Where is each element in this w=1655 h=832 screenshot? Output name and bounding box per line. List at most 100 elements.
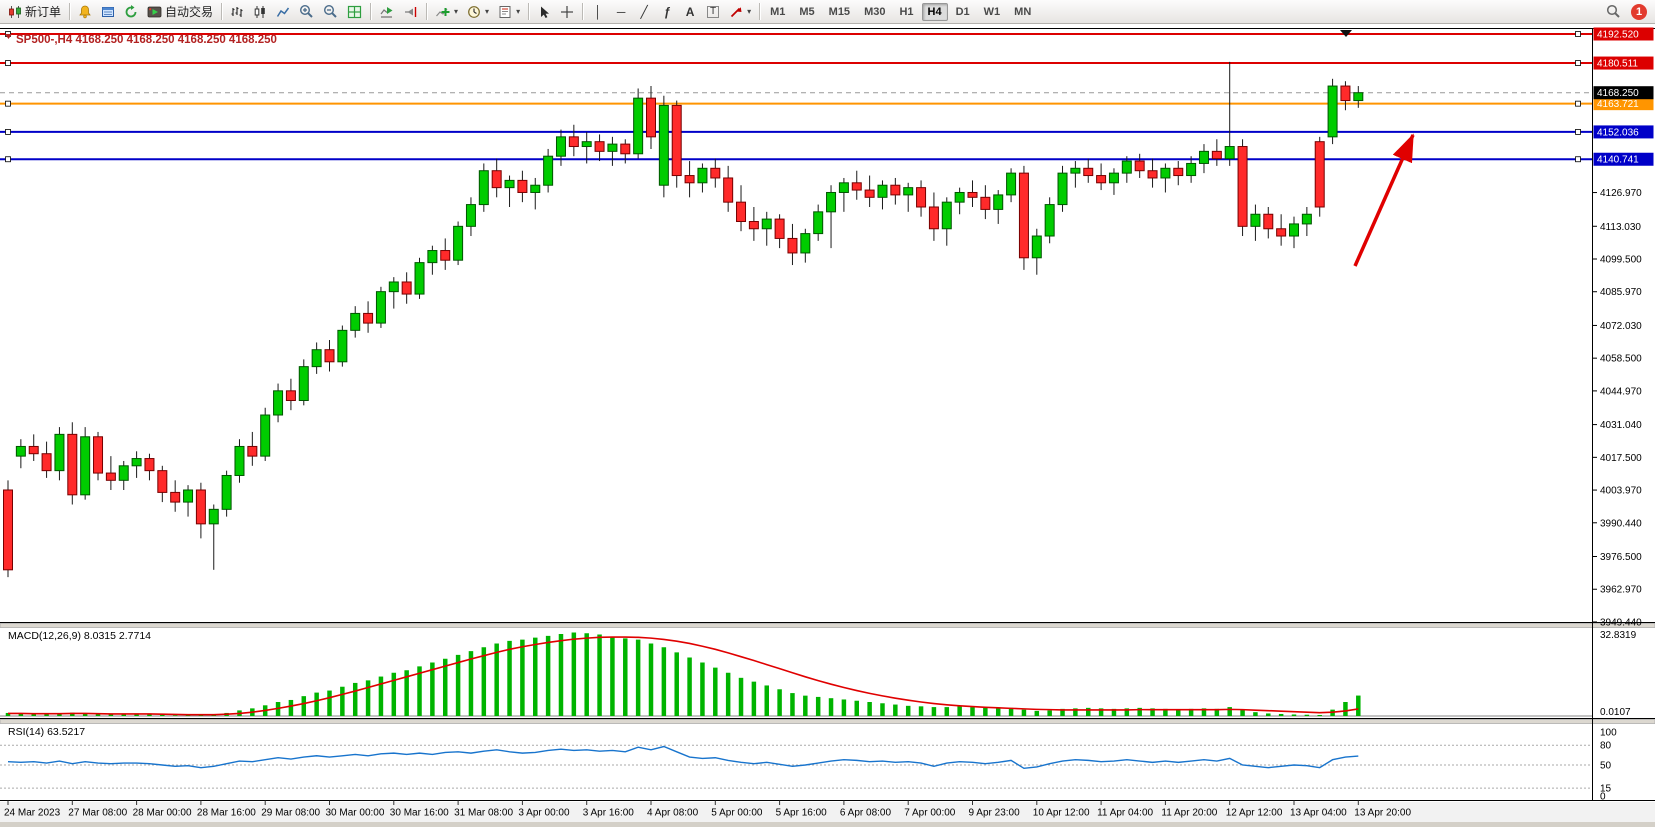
timeframe-group: M1 M5 M15 M30 H1 H4 D1 W1 MN <box>764 2 1037 21</box>
price-tick-label: 4072.030 <box>1600 321 1642 332</box>
hline-price-label: 4180.511 <box>1597 59 1638 70</box>
hline-handle[interactable] <box>1575 31 1581 37</box>
fibonacci-button[interactable]: ƒ <box>656 2 678 22</box>
price-tick-label: 4003.970 <box>1600 486 1642 497</box>
cursor-icon <box>537 5 551 19</box>
candle-body <box>363 312 374 324</box>
timeframe-h1-button[interactable]: H1 <box>893 3 919 21</box>
price-tick-label: 3990.440 <box>1600 518 1642 529</box>
candle-body <box>813 211 824 235</box>
time-axis-bg[interactable] <box>0 802 1655 822</box>
hline-handle[interactable] <box>5 156 11 163</box>
candle-body <box>1134 160 1145 172</box>
text-label-button[interactable]: T <box>702 2 724 22</box>
zoom-out-button[interactable] <box>319 2 342 22</box>
panel-splitter[interactable] <box>0 623 1655 628</box>
chart-shift-icon <box>403 5 418 19</box>
panel-splitter[interactable] <box>0 719 1655 724</box>
timeframe-w1-button[interactable]: W1 <box>978 3 1007 21</box>
market-watch-button[interactable] <box>97 2 119 22</box>
refresh-button[interactable] <box>120 2 142 22</box>
periods-button[interactable]: ▾ <box>463 2 493 22</box>
new-order-label: 新订单 <box>25 5 62 19</box>
hline-price-badge <box>1593 97 1654 111</box>
hline-handle[interactable] <box>5 129 11 135</box>
hline-handle[interactable] <box>5 100 11 107</box>
zoom-in-button[interactable] <box>295 2 318 22</box>
line-chart-type-button[interactable] <box>272 2 294 22</box>
candle-body <box>774 218 785 239</box>
trendline-button[interactable]: ╱ <box>633 2 655 22</box>
hline-handle[interactable] <box>1575 60 1581 66</box>
candle-body <box>131 458 142 467</box>
candlestick-chart-type-button[interactable] <box>249 2 271 22</box>
bar-chart-type-button[interactable] <box>226 2 248 22</box>
separator <box>582 3 584 20</box>
price-scale[interactable]: 4126.970 4113.030 4099.500 4085.970 4072.030… <box>1592 27 1654 629</box>
timeframe-m15-button[interactable]: M15 <box>823 3 856 21</box>
auto-scroll-button[interactable] <box>375 2 398 22</box>
candle-body <box>1340 85 1351 102</box>
candle-body <box>555 136 566 157</box>
separator <box>221 3 223 20</box>
candle-body <box>440 250 451 261</box>
candle-body <box>517 179 528 193</box>
candlestick-chart[interactable]: 4126.970 4113.030 4099.500 4085.970 4072.030… <box>0 25 1655 827</box>
rsi-scale-label: 100 <box>1600 728 1617 739</box>
new-order-button[interactable]: 新订单 <box>4 2 65 22</box>
chart-title: SP500-,H4 4168.250 4168.250 4168.250 416… <box>16 34 277 46</box>
chart-shift-button[interactable] <box>399 2 422 22</box>
candle-body <box>658 104 669 186</box>
trend-arrow-object[interactable] <box>1353 133 1415 267</box>
text-button[interactable]: A <box>679 2 701 22</box>
vertical-line-button[interactable]: │ <box>587 2 609 22</box>
cursor-button[interactable] <box>533 2 555 22</box>
timeframe-h4-button[interactable]: H4 <box>921 2 948 21</box>
candle-body <box>234 445 245 476</box>
candle-body <box>491 170 502 189</box>
timeframe-m1-button[interactable]: M1 <box>764 3 791 21</box>
horizontal-line-button[interactable]: ─ <box>610 2 632 22</box>
time-label: 28 Mar 00:00 <box>133 808 192 819</box>
macd-panel[interactable]: MACD(12,26,9) 8.0315 2.7714 32.8319 0.0107 <box>0 630 1637 718</box>
chevron-down-icon: ▾ <box>485 7 490 16</box>
notification-badge[interactable]: 1 <box>1631 3 1647 20</box>
hline-handle[interactable] <box>1575 129 1581 135</box>
hline-handle[interactable] <box>5 60 11 66</box>
autotrading-label: 自动交易 <box>165 5 214 19</box>
price-tick-label: 4126.970 <box>1600 188 1642 199</box>
timeframe-m30-button[interactable]: M30 <box>858 3 891 21</box>
arrows-button[interactable]: ▾ <box>725 2 755 22</box>
rsi-panel[interactable]: RSI(14) 63.5217 100 80 50 150 <box>0 726 1617 803</box>
horizontal-line-objects <box>0 31 1592 163</box>
rsi-label: RSI(14) 63.5217 <box>8 726 85 738</box>
candle-body <box>723 177 734 203</box>
scroll-position-marker[interactable] <box>1340 30 1352 37</box>
vertical-line-icon: │ <box>594 4 602 19</box>
candle-body <box>427 250 438 264</box>
separator <box>759 3 761 20</box>
autotrading-icon <box>147 5 162 19</box>
alerts-button[interactable] <box>74 2 96 22</box>
timeframe-mn-button[interactable]: MN <box>1008 3 1037 21</box>
timeframe-m5-button[interactable]: M5 <box>793 3 820 21</box>
candle-body <box>80 436 91 496</box>
candle-body <box>195 489 206 525</box>
templates-button[interactable]: ▾ <box>494 2 524 22</box>
time-label: 30 Mar 00:00 <box>326 808 385 819</box>
time-label: 29 Mar 08:00 <box>261 808 320 819</box>
hline-handle[interactable] <box>1575 156 1581 163</box>
candle-body <box>1173 167 1184 177</box>
candle-body <box>1018 172 1029 259</box>
crosshair-button[interactable] <box>556 2 578 22</box>
candle-body <box>568 136 579 148</box>
hline-price-label: 4140.741 <box>1597 155 1639 166</box>
hline-handle[interactable] <box>1575 100 1581 107</box>
timeframe-d1-button[interactable]: D1 <box>950 3 976 21</box>
candle-body <box>697 167 708 184</box>
search-button[interactable] <box>1602 2 1625 22</box>
autotrading-button[interactable]: 自动交易 <box>143 2 217 22</box>
indicators-button[interactable]: ▾ <box>431 2 462 22</box>
candle-body <box>877 184 888 198</box>
tile-windows-button[interactable] <box>343 2 366 22</box>
